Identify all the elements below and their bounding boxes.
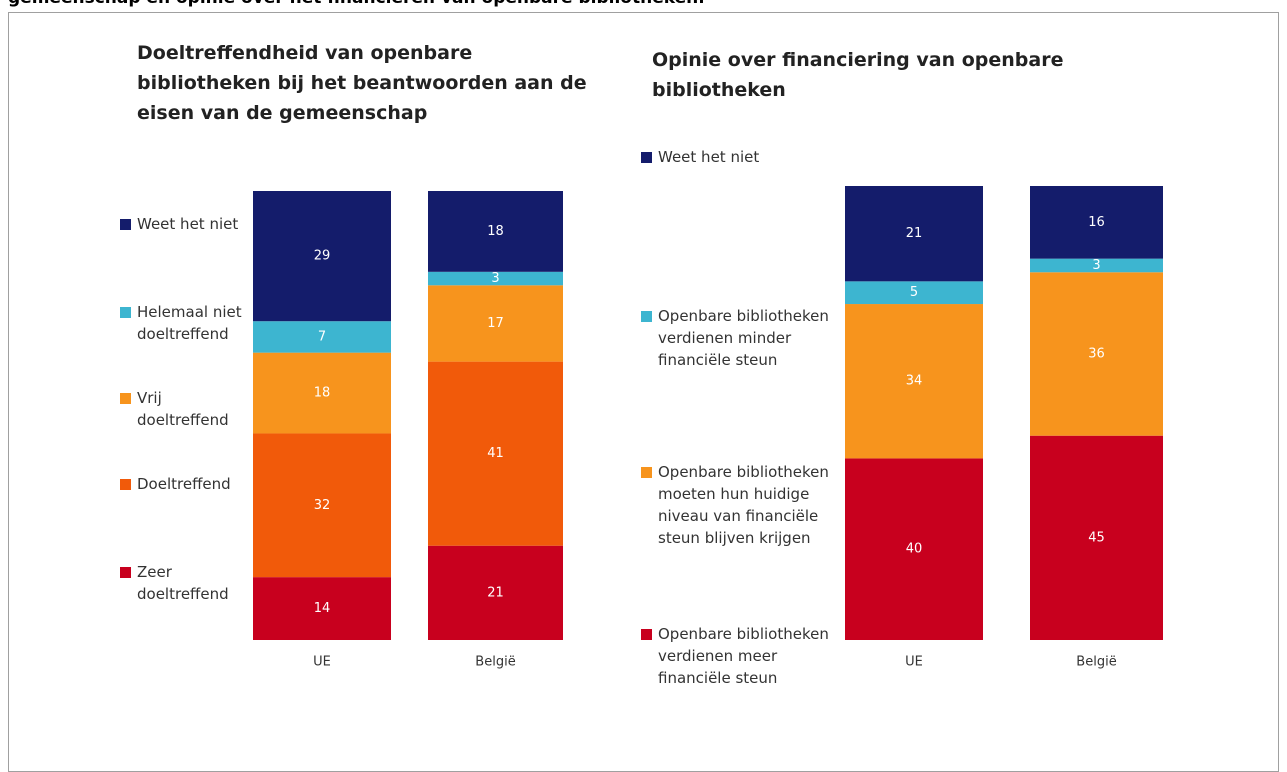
bar-segment [845, 281, 983, 305]
bar-segment [845, 458, 983, 640]
value-label: 45 [1088, 530, 1105, 545]
x-tick-label: België [475, 655, 515, 670]
legend-item: Vrij doeltreffend [120, 387, 252, 431]
legend-item: Doeltreffend [120, 473, 252, 495]
legend-item: Weet het niet [641, 146, 830, 168]
x-tick-label: UE [905, 655, 923, 670]
value-label: 3 [491, 271, 499, 286]
bar-segment [428, 285, 563, 362]
value-label: 16 [1088, 215, 1105, 230]
legend-label: Vrij doeltreffend [137, 389, 229, 429]
value-label: 3 [1092, 258, 1100, 273]
value-label: 41 [487, 446, 504, 461]
legend-swatch [120, 393, 131, 404]
legend-swatch [120, 219, 131, 230]
bar-segment [253, 321, 391, 353]
legend-item: Zeer doeltreffend [120, 561, 252, 605]
value-label: 32 [314, 498, 331, 513]
value-label: 36 [1088, 346, 1105, 361]
bar-segment [428, 361, 563, 546]
value-label: 17 [487, 316, 504, 331]
bar-segment [845, 186, 983, 282]
value-label: 29 [314, 249, 331, 264]
bar-segment [1030, 186, 1163, 259]
legend-swatch [120, 307, 131, 318]
bar-segment [253, 433, 391, 578]
legend-item: Openbare bibliotheken verdienen meer fin… [641, 623, 830, 689]
bar-segment [428, 191, 563, 272]
legend-swatch [641, 467, 652, 478]
value-label: 14 [314, 601, 331, 616]
legend-item: Weet het niet [120, 213, 252, 235]
legend-label: Weet het niet [137, 215, 239, 233]
legend-label: Helemaal niet doeltreffend [137, 303, 242, 343]
bar-segment [253, 191, 391, 322]
page: {"page_title": "gemeenschap en opinie ov… [8, 0, 1279, 772]
legend-item: Helemaal niet doeltreffend [120, 301, 252, 345]
legend-swatch [641, 311, 652, 322]
value-label: 21 [487, 585, 504, 600]
legend-swatch [120, 567, 131, 578]
bar-segment [845, 304, 983, 459]
legend-label: Openbare bibliotheken verdienen meer fin… [658, 625, 829, 687]
value-label: 18 [487, 224, 504, 239]
chart: 14 32 18 7 29 UE 21 41 17 3 18 België 40 34 5 21 UE 45 36 3… [253, 186, 1163, 670]
value-label: 40 [906, 542, 923, 557]
chart-title: Doeltreffendheid van openbare bibliothek… [137, 42, 587, 124]
legend-item: Openbare bibliotheken verdienen minder f… [641, 305, 830, 371]
bar-segment [1030, 272, 1163, 436]
legend-label: Openbare bibliotheken verdienen minder f… [658, 307, 829, 369]
legend-label: Weet het niet [658, 148, 760, 166]
value-label: 5 [910, 285, 918, 300]
value-label: 7 [318, 329, 326, 344]
bar-segment [428, 271, 563, 286]
legend-swatch [641, 152, 652, 163]
legend-item: Openbare bibliotheken moeten hun huidige… [641, 461, 830, 549]
bar-segment [253, 352, 391, 434]
x-tick-label: België [1076, 655, 1116, 670]
legend-label: Zeer doeltreffend [137, 563, 229, 603]
bar-segment [1030, 258, 1163, 273]
legend-label: Doeltreffend [137, 475, 231, 493]
bar-segment [253, 577, 391, 640]
value-label: 18 [314, 386, 331, 401]
legend-swatch [120, 479, 131, 490]
legend-swatch [641, 629, 652, 640]
bar-segment [1030, 435, 1163, 640]
legend-label: Openbare bibliotheken moeten hun huidige… [658, 463, 829, 547]
chart-title: Opinie over financiering van openbare bi… [652, 49, 1064, 101]
bar-segment [428, 545, 563, 640]
value-label: 21 [906, 226, 923, 241]
x-tick-label: UE [313, 655, 331, 670]
value-label: 34 [906, 374, 923, 389]
page-title: gemeenschap en opinie over het financier… [8, 0, 705, 8]
